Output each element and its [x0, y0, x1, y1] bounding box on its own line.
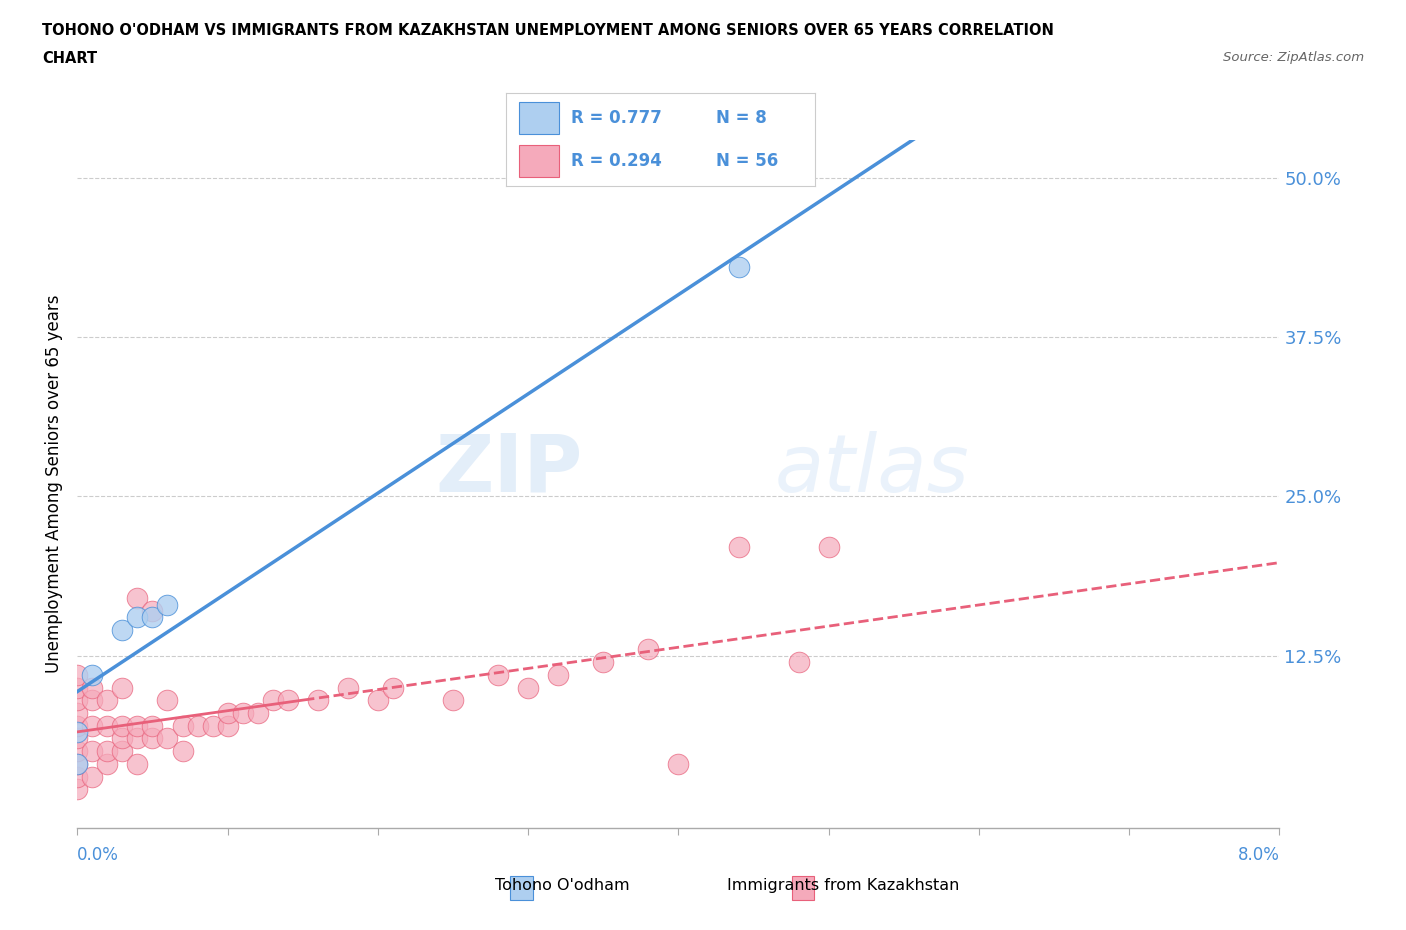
Point — [127, 610, 149, 625]
Point — [96, 744, 118, 759]
Text: ZIP: ZIP — [434, 431, 582, 509]
Point — [156, 693, 179, 708]
Point — [277, 693, 299, 708]
Text: TOHONO O'ODHAM VS IMMIGRANTS FROM KAZAKHSTAN UNEMPLOYMENT AMONG SENIORS OVER 65 : TOHONO O'ODHAM VS IMMIGRANTS FROM KAZAKH… — [42, 23, 1054, 38]
Point — [186, 718, 209, 733]
Point — [217, 718, 239, 733]
Text: N = 56: N = 56 — [717, 152, 779, 170]
Point — [637, 642, 659, 657]
Point — [517, 680, 540, 695]
Point — [787, 655, 810, 670]
Point — [232, 706, 254, 721]
Point — [172, 718, 194, 733]
Point — [367, 693, 389, 708]
Point — [336, 680, 359, 695]
Point — [66, 693, 89, 708]
Point — [727, 540, 749, 555]
Point — [172, 744, 194, 759]
Point — [66, 782, 89, 797]
Point — [246, 706, 269, 721]
Point — [141, 718, 163, 733]
Point — [381, 680, 404, 695]
Text: Tohono O'odham: Tohono O'odham — [495, 878, 630, 893]
Point — [141, 610, 163, 625]
Text: N = 8: N = 8 — [717, 109, 768, 127]
Point — [82, 680, 104, 695]
Point — [441, 693, 464, 708]
Point — [66, 756, 89, 771]
Point — [127, 591, 149, 605]
Point — [111, 680, 134, 695]
Point — [217, 706, 239, 721]
Point — [66, 724, 89, 739]
Point — [201, 718, 224, 733]
Point — [66, 731, 89, 746]
Point — [547, 668, 569, 683]
Point — [66, 769, 89, 784]
Point — [127, 718, 149, 733]
Point — [66, 756, 89, 771]
Point — [111, 744, 134, 759]
Bar — [519, 145, 558, 177]
Point — [592, 655, 614, 670]
Text: R = 0.777: R = 0.777 — [571, 109, 662, 127]
Point — [307, 693, 329, 708]
Point — [82, 693, 104, 708]
Bar — [519, 102, 558, 134]
Text: CHART: CHART — [42, 51, 97, 66]
Point — [66, 706, 89, 721]
Point — [96, 718, 118, 733]
Point — [66, 668, 89, 683]
Point — [82, 769, 104, 784]
Point — [156, 731, 179, 746]
Text: Source: ZipAtlas.com: Source: ZipAtlas.com — [1223, 51, 1364, 64]
Point — [727, 259, 749, 274]
Point — [127, 731, 149, 746]
Point — [96, 693, 118, 708]
Point — [66, 680, 89, 695]
Point — [668, 756, 690, 771]
Point — [96, 756, 118, 771]
Point — [262, 693, 284, 708]
Text: 8.0%: 8.0% — [1237, 846, 1279, 864]
Point — [486, 668, 509, 683]
Point — [141, 604, 163, 618]
Point — [82, 668, 104, 683]
Text: R = 0.294: R = 0.294 — [571, 152, 662, 170]
Y-axis label: Unemployment Among Seniors over 65 years: Unemployment Among Seniors over 65 years — [45, 295, 63, 672]
Text: Immigrants from Kazakhstan: Immigrants from Kazakhstan — [727, 878, 960, 893]
Point — [817, 540, 839, 555]
Point — [111, 731, 134, 746]
Point — [127, 756, 149, 771]
Point — [141, 731, 163, 746]
Text: atlas: atlas — [775, 431, 969, 509]
Point — [66, 744, 89, 759]
Point — [156, 597, 179, 612]
Point — [66, 718, 89, 733]
Text: 0.0%: 0.0% — [77, 846, 120, 864]
Point — [82, 744, 104, 759]
Point — [111, 623, 134, 638]
Point — [111, 718, 134, 733]
Point — [82, 718, 104, 733]
